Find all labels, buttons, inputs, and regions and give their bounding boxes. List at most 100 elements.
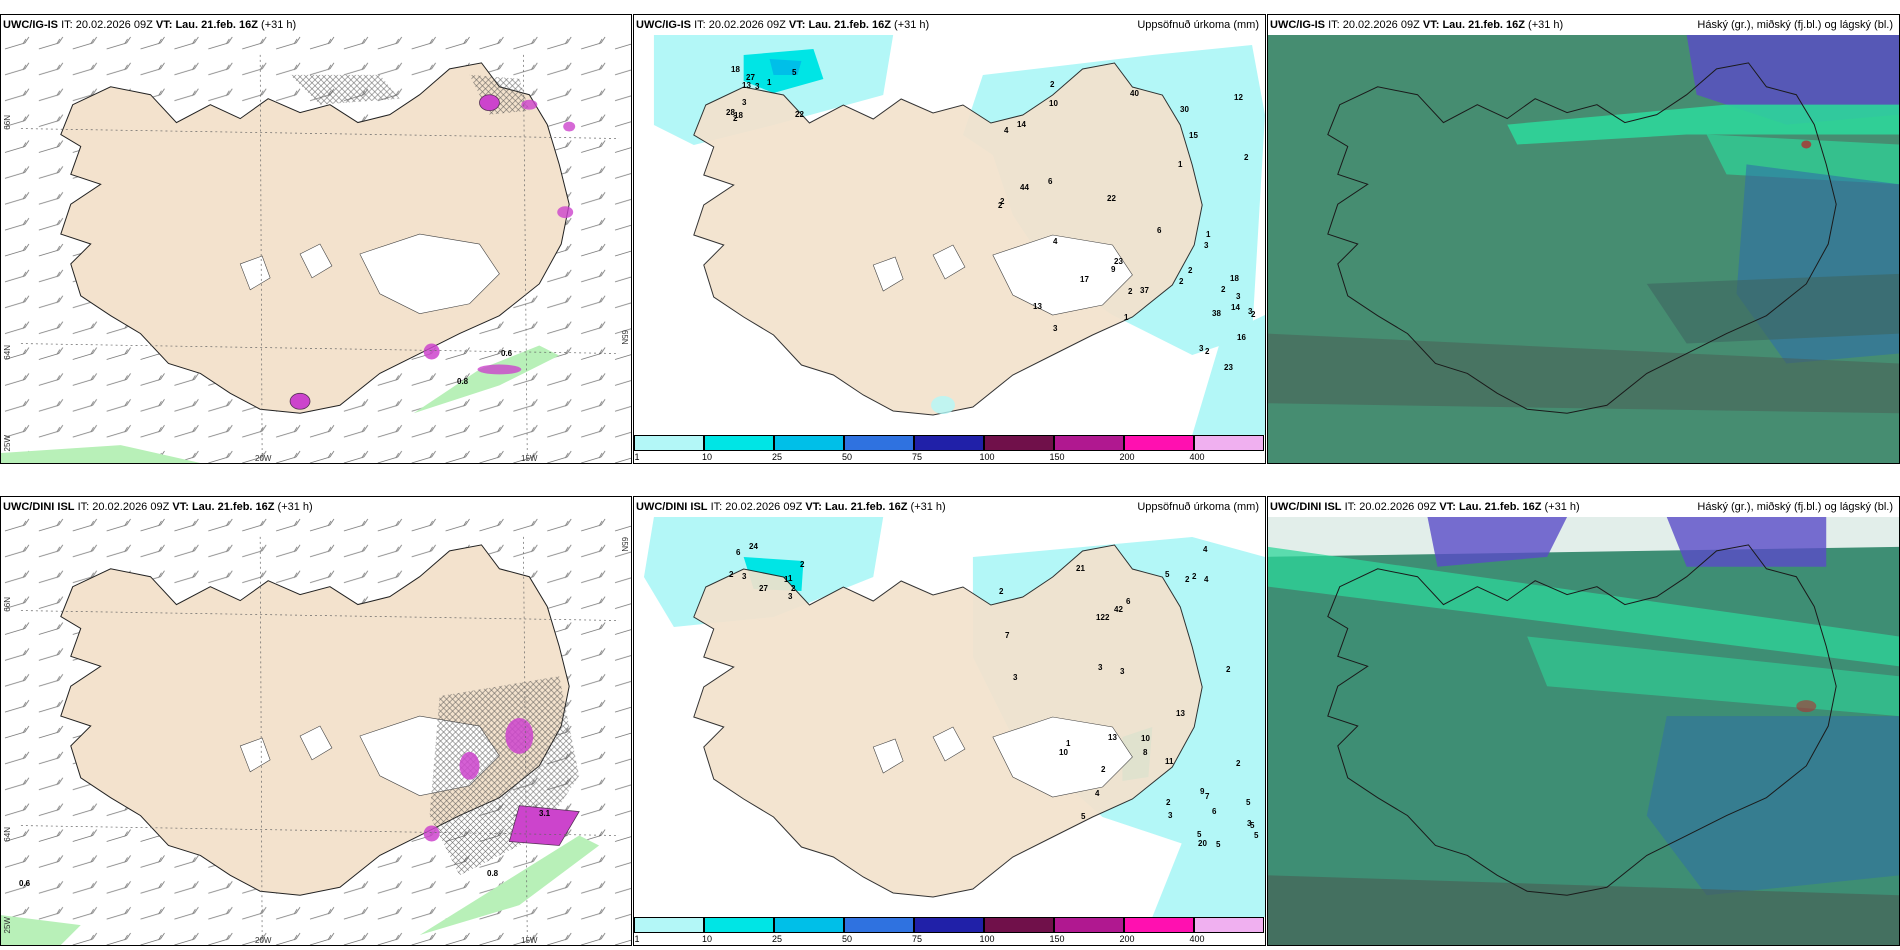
panel-header: UWC/DINI ISL IT: 20.02.2026 09Z VT: Lau.… <box>3 501 313 513</box>
precip-value-label: 23 <box>1224 363 1233 372</box>
precip-value-label: 9 <box>1200 787 1205 796</box>
precip-value-label: 2 <box>1192 572 1197 581</box>
colorbar-label: 25 <box>771 934 783 944</box>
colorbar-label: 400 <box>1189 934 1205 944</box>
colorbar-label: 50 <box>841 452 853 462</box>
precip-value-label: 3 <box>742 572 747 581</box>
panel-title: Uppsöfnuð úrkoma (mm) <box>1137 501 1259 513</box>
precip-panel-bottom: UWC/DINI ISL IT: 20.02.2026 09Z VT: Lau.… <box>633 496 1266 946</box>
precip-value-label: 27 <box>759 584 768 593</box>
colorbar-box <box>1054 435 1124 451</box>
precip-value-label: 1 <box>788 574 793 583</box>
colorbar-box <box>1054 917 1124 933</box>
precip-value-label: 27 <box>746 73 755 82</box>
colorbar-box <box>704 435 774 451</box>
precip-value-label: 2 <box>1188 266 1193 275</box>
precip-value-label: 3 <box>1199 344 1204 353</box>
precip-value-label: 4 <box>1203 545 1208 554</box>
precip-value-label: 12 <box>1096 613 1105 622</box>
panel-header: UWC/IG-IS IT: 20.02.2026 09Z VT: Lau. 21… <box>1270 19 1564 31</box>
colorbar-label: 200 <box>1119 934 1135 944</box>
precip-value-label: 2 <box>1128 287 1133 296</box>
colorbar-label: 150 <box>1049 934 1065 944</box>
precip-value-label: 2 <box>1179 277 1184 286</box>
precip-panel-top: UWC/IG-IS IT: 20.02.2026 09Z VT: Lau. 21… <box>633 14 1266 464</box>
precip-value-label: 7 <box>1205 792 1210 801</box>
colorbar-box <box>844 917 914 933</box>
precip-value-label: 1 <box>1124 313 1129 322</box>
precip-value-label: 2 <box>1205 347 1210 356</box>
precip-value-label: 3 <box>1013 673 1018 682</box>
precip-colorbar: 1 10 25 50 75 100 150 200 400 <box>634 435 1265 462</box>
lon-label: 20W <box>255 454 272 463</box>
precip-value-label: 3 <box>755 82 760 91</box>
precip-value-label: 1 <box>1066 739 1071 748</box>
value-label: 0.8 <box>457 377 469 386</box>
precip-value-label: 37 <box>1140 286 1149 295</box>
precip-value-label: 2 <box>733 114 738 123</box>
colorbar-box <box>914 917 984 933</box>
precip-value-label: 13 <box>1033 302 1042 311</box>
panel-title: Háský (gr.), miðský (fj.bl.) og lágský (… <box>1697 19 1893 31</box>
panel-header: UWC/DINI ISL IT: 20.02.2026 09Z VT: Lau.… <box>1270 501 1580 513</box>
precip-value-label: 2 <box>1185 575 1190 584</box>
precip-value-label: 2 <box>1226 665 1231 674</box>
lat-label: 64N <box>3 345 12 360</box>
precip-value-label: 3 <box>1120 667 1125 676</box>
precip-value-label: 2 <box>1244 153 1249 162</box>
precip-value-label: 9 <box>1111 265 1116 274</box>
precip-value-label: 10 <box>1059 748 1068 757</box>
colorbar-label: 1 <box>634 452 640 462</box>
colorbar-label: 150 <box>1049 452 1065 462</box>
precip-value-label: 2 <box>800 560 805 569</box>
lon-label: 25W <box>3 917 12 934</box>
colorbar-label: 50 <box>841 934 853 944</box>
precip-value-label: 4 <box>1004 126 1009 135</box>
precip-value-label: 3 <box>788 592 793 601</box>
panel-header: UWC/IG-IS IT: 20.02.2026 09Z VT: Lau. 21… <box>636 19 930 31</box>
precip-value-label: 3 <box>1168 811 1173 820</box>
cloud-map <box>1268 517 1899 945</box>
precip-value-label: 2 <box>1221 285 1226 294</box>
precip-value-label: 4 <box>1204 575 1209 584</box>
colorbar-box <box>1124 917 1194 933</box>
lat-label: 65N <box>620 330 629 345</box>
colorbar-label: 75 <box>911 452 923 462</box>
precip-value-label: 1 <box>767 78 772 87</box>
precip-value-label: 4 <box>1053 237 1058 246</box>
precip-value-label: 18 <box>731 65 740 74</box>
colorbar-label: 1 <box>634 934 640 944</box>
precip-value-label: 2 <box>1000 197 1005 206</box>
precip-value-label: 2 <box>1050 80 1055 89</box>
precip-colorbar: 1 10 25 50 75 100 150 200 400 <box>634 917 1265 944</box>
precip-value-label: 6 <box>1212 807 1217 816</box>
precip-value-label: 42 <box>1114 605 1123 614</box>
colorbar-box <box>634 917 704 933</box>
lon-label: 25W <box>3 435 12 452</box>
precip-value-label: 6 <box>1048 177 1053 186</box>
precip-value-label: 22 <box>795 110 804 119</box>
precip-value-label: 8 <box>1143 748 1148 757</box>
precip-value-label: 12 <box>1234 93 1243 102</box>
precip-value-label: 2 <box>729 570 734 579</box>
precip-value-label: 5 <box>1254 831 1259 840</box>
colorbar-label: 200 <box>1119 452 1135 462</box>
precip-value-label: 1 <box>1178 160 1183 169</box>
precip-value-labels: 22 4 12 17 14 18 10 15 13 38 28 44 30 23 16 18 2 2 2 3 3 6 1 4 3… <box>634 35 1265 435</box>
precip-value-label: 3 <box>742 98 747 107</box>
precip-value-label: 1 <box>784 575 789 584</box>
lat-label: 66N <box>3 597 12 612</box>
colorbar-label: 10 <box>701 452 713 462</box>
precip-value-label: 38 <box>1212 309 1221 318</box>
precip-value-label: 17 <box>1080 275 1089 284</box>
precip-value-label: 40 <box>1130 89 1139 98</box>
precip-value-label: 5 <box>792 68 797 77</box>
precip-value-label: 16 <box>1237 333 1246 342</box>
colorbar-box <box>774 435 844 451</box>
precip-value-label: 2 <box>998 201 1003 210</box>
precip-value-label: 3 <box>1247 819 1252 828</box>
precip-value-label: 13 <box>742 81 751 90</box>
precip-value-label: 2 <box>1105 613 1110 622</box>
precip-value-label: 10 <box>1049 99 1058 108</box>
precip-value-label: 15 <box>1189 131 1198 140</box>
